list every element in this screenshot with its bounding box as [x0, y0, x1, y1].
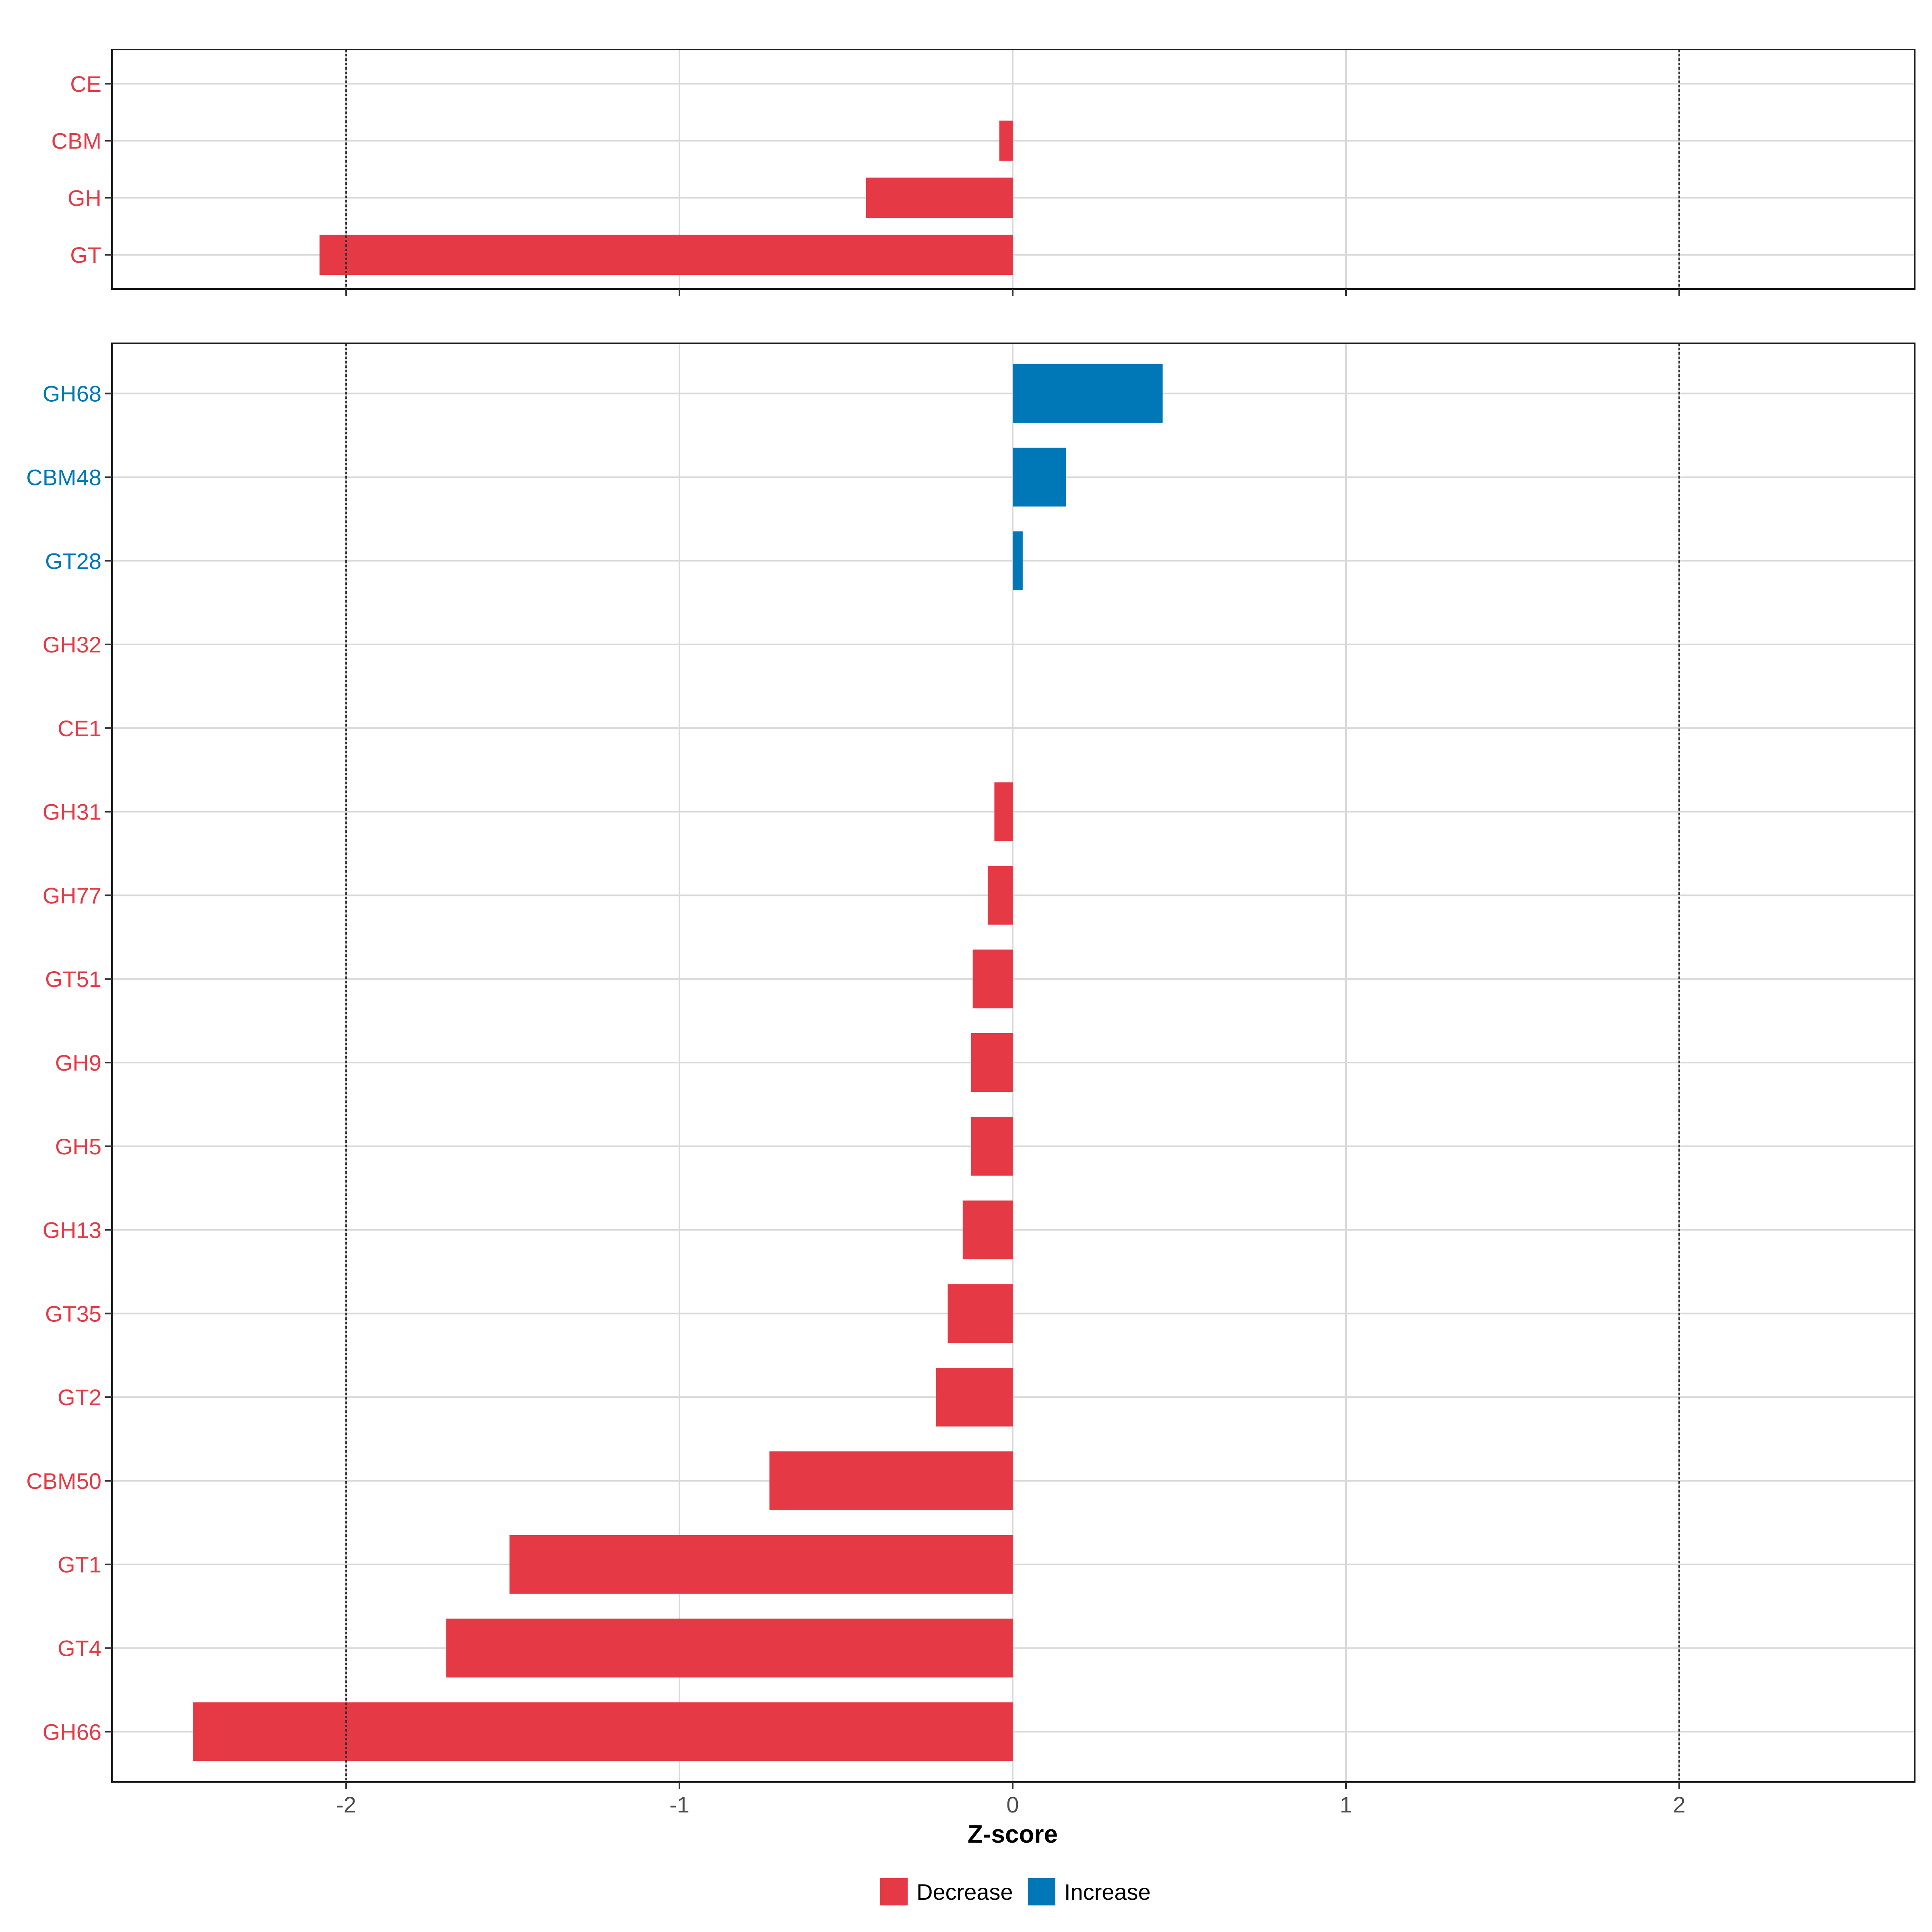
category-label-gt1: GT1 [58, 1552, 101, 1577]
bar-cbm [999, 120, 1013, 161]
bar-gh68 [1013, 364, 1163, 423]
category-label-gh31: GH31 [43, 799, 101, 825]
bar-gh77 [987, 866, 1013, 925]
bar-gt2 [936, 1368, 1013, 1427]
category-label-gh13: GH13 [43, 1218, 101, 1243]
category-label-gh5: GH5 [55, 1134, 101, 1159]
x-tick-label: 2 [1673, 1792, 1685, 1817]
category-label-cbm48: CBM48 [26, 464, 101, 490]
category-label-gh: GH [68, 185, 101, 211]
category-label-gt28: GT28 [45, 548, 101, 574]
category-label-gt4: GT4 [58, 1636, 101, 1661]
x-tick-label: -2 [336, 1792, 356, 1817]
legend-label-increase: Increase [1064, 1879, 1151, 1905]
category-label-gt35: GT35 [45, 1301, 101, 1326]
category-label-gh77: GH77 [43, 883, 101, 908]
bar-gh13 [962, 1200, 1013, 1259]
legend: Decrease Increase [880, 1878, 1151, 1905]
bar-cbm50 [769, 1451, 1013, 1510]
bar-gt [319, 235, 1013, 275]
bar-gh9 [971, 1033, 1013, 1092]
bar-gh5 [971, 1117, 1013, 1176]
bar-gt35 [947, 1284, 1013, 1343]
bar-cbm48 [1013, 448, 1066, 507]
category-label-ce1: CE1 [58, 716, 101, 741]
legend-swatch-increase [1028, 1878, 1055, 1905]
bar-gt51 [972, 949, 1013, 1009]
category-label-gt2: GT2 [58, 1385, 101, 1410]
bar-gh31 [994, 782, 1013, 841]
category-label-gh9: GH9 [55, 1050, 101, 1075]
bar-gt4 [446, 1618, 1013, 1678]
x-axis-title: Z-score [968, 1821, 1058, 1848]
x-axis: -2 -1 0 1 2 [336, 1792, 1685, 1817]
legend-swatch-decrease [880, 1878, 908, 1905]
bar-gt28 [1013, 531, 1023, 590]
category-label-gt51: GT51 [45, 966, 101, 992]
category-label-cbm50: CBM50 [26, 1468, 101, 1494]
category-label-ce: CE [70, 71, 101, 97]
x-tick-label: 1 [1340, 1792, 1352, 1817]
top-panel: CE CBM GH GT [52, 49, 1915, 296]
category-label-gh32: GH32 [43, 632, 101, 657]
bar-gt1 [509, 1535, 1013, 1594]
category-label-gh66: GH66 [43, 1719, 101, 1744]
category-label-gh68: GH68 [43, 381, 101, 407]
bar-gh [866, 178, 1013, 218]
bar-gh66 [193, 1702, 1013, 1761]
x-tick-label: -1 [669, 1792, 689, 1817]
category-label-cbm: CBM [52, 128, 101, 154]
x-tick-label: 0 [1006, 1792, 1019, 1817]
bottom-panel: GH68 CBM48 GT28 GH32 CE1 GH31 GH77 GT51 GH9 GH5 GH… [26, 343, 1915, 1789]
legend-label-decrease: Decrease [916, 1879, 1013, 1905]
category-label-gt: GT [70, 242, 101, 268]
